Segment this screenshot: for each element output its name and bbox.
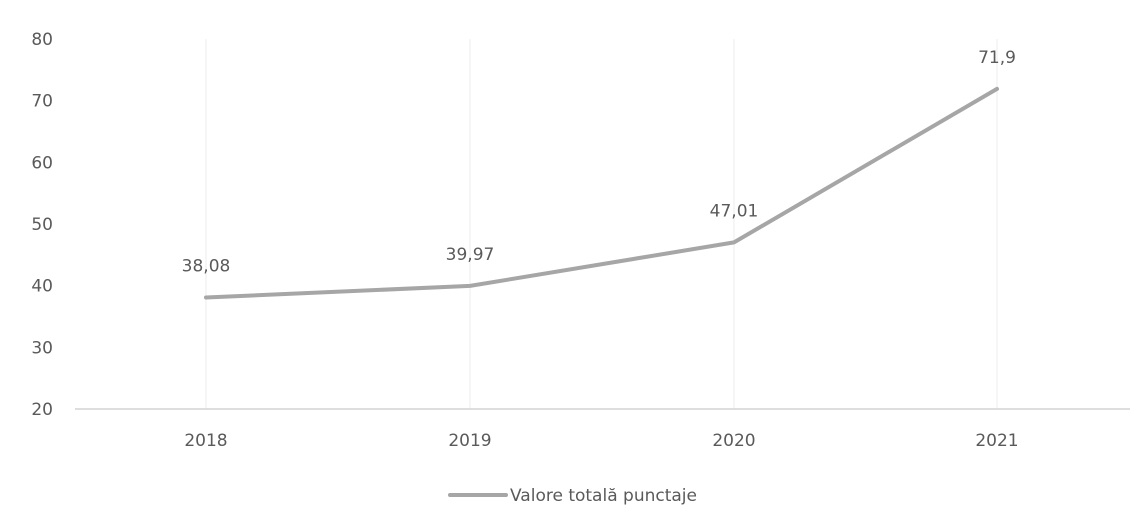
x-tick-label: 2021 (975, 431, 1018, 451)
x-tick-label: 2019 (448, 431, 491, 451)
data-label: 71,9 (978, 48, 1016, 68)
legend: Valore totală punctaje (448, 486, 697, 506)
y-tick-label: 30 (31, 338, 53, 358)
y-tick-label: 20 (31, 400, 53, 420)
y-tick-label: 40 (31, 277, 53, 297)
series-line (204, 86, 999, 300)
data-label: 39,97 (446, 245, 495, 265)
data-label: 47,01 (710, 201, 759, 221)
y-tick-label: 70 (31, 92, 53, 112)
x-tick-label: 2018 (184, 431, 227, 451)
y-tick-label: 50 (31, 215, 53, 235)
grid-lines (205, 39, 998, 409)
series-lines (204, 86, 999, 300)
data-label: 38,08 (182, 257, 231, 277)
x-tick-label: 2020 (712, 431, 755, 451)
y-tick-label: 80 (31, 30, 53, 50)
y-tick-label: 60 (31, 153, 53, 173)
x-axis-ticks: 2018 2019 2020 2021 (184, 431, 1018, 451)
data-labels: 38,08 39,97 47,01 71,9 (182, 48, 1016, 277)
legend-label: Valore totală punctaje (510, 486, 697, 506)
y-axis-ticks: 20 30 40 50 60 70 80 (31, 30, 53, 420)
